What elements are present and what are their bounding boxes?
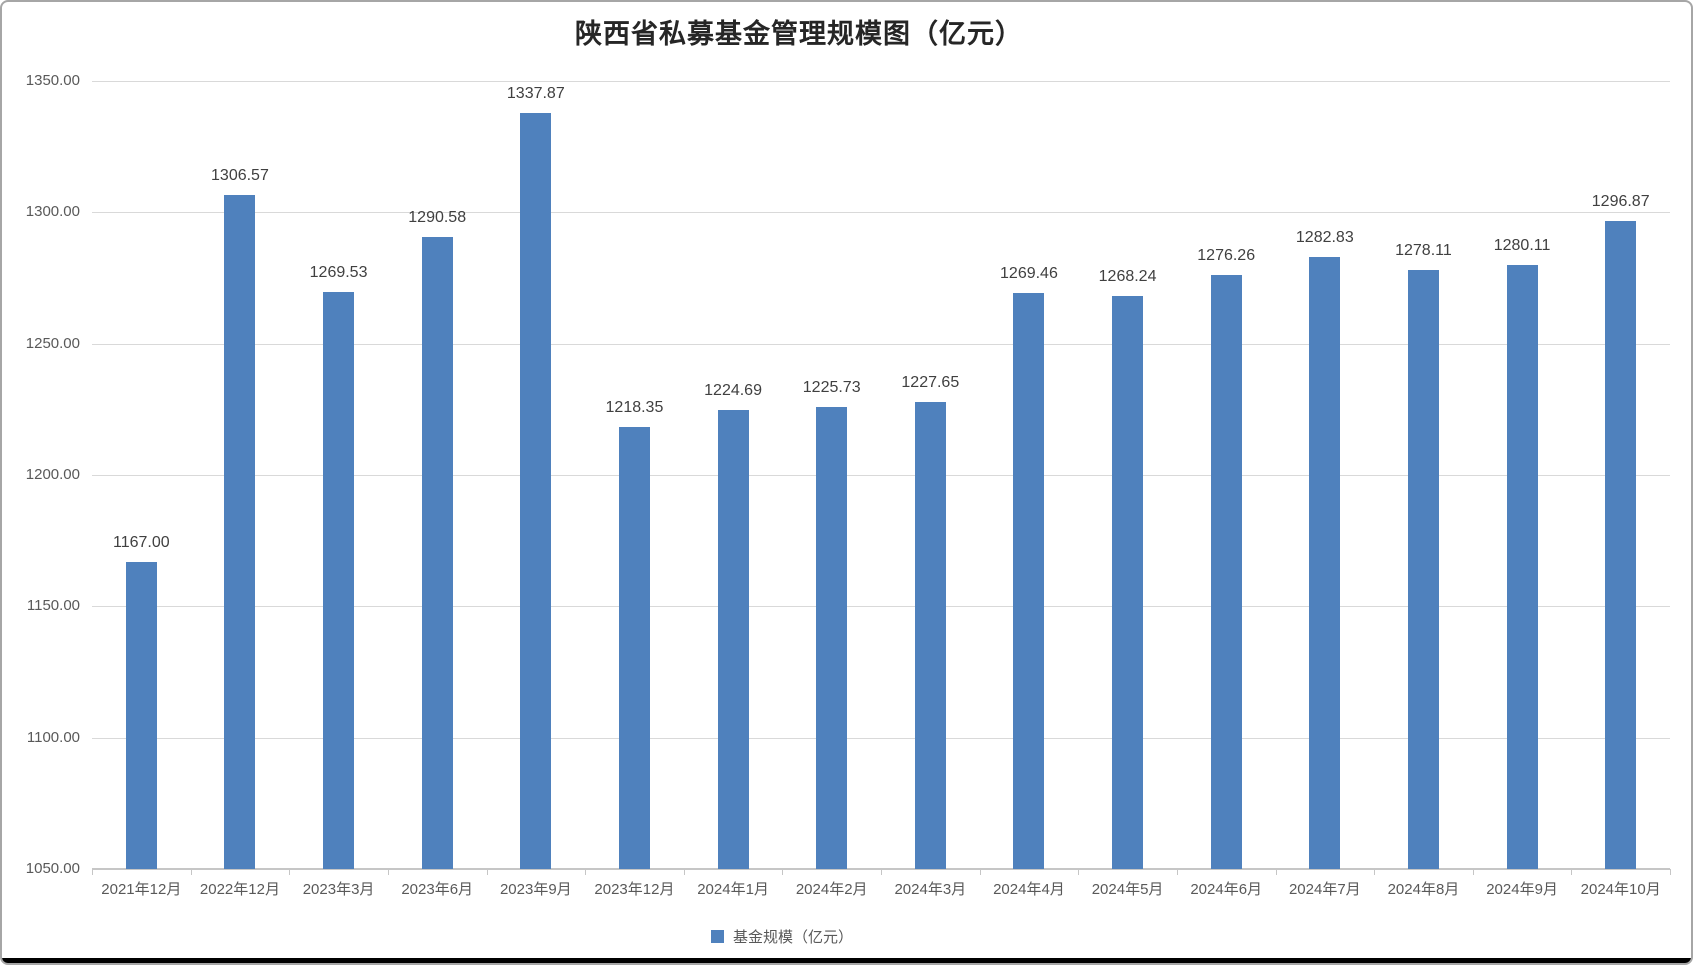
x-axis-tick xyxy=(1472,869,1474,875)
x-axis-tick xyxy=(683,869,685,875)
gridline xyxy=(92,475,1670,476)
gridline xyxy=(92,81,1670,82)
bar-value-label: 1225.73 xyxy=(802,379,861,397)
x-axis-category-label: 2024年7月 xyxy=(1288,881,1361,898)
bar xyxy=(1506,264,1538,869)
bar xyxy=(717,410,749,869)
gridline xyxy=(92,212,1670,214)
legend-label: 基金规模（亿元） xyxy=(732,929,853,946)
bar xyxy=(816,407,848,869)
gridline xyxy=(92,606,1670,608)
bar-value-label: 1280.11 xyxy=(1493,236,1551,254)
x-axis-category-label: 2021年12月 xyxy=(101,881,182,898)
bar xyxy=(1013,292,1045,869)
bar-value-label: 1218.35 xyxy=(605,398,664,416)
bar xyxy=(1309,257,1341,869)
bar xyxy=(914,402,946,869)
x-axis-category-label: 2023年3月 xyxy=(302,881,375,898)
bar-value-label: 1296.87 xyxy=(1591,192,1650,210)
x-axis-category-label: 2023年9月 xyxy=(499,881,572,898)
x-axis-category-label: 2022年12月 xyxy=(199,881,280,898)
bar-value-label: 1268.24 xyxy=(1098,267,1157,285)
bar xyxy=(1210,274,1242,869)
gridline xyxy=(92,737,1670,739)
bar-value-label: 1306.57 xyxy=(211,167,269,185)
bar-value-label: 1269.53 xyxy=(309,264,368,282)
bar-value-label: 1269.46 xyxy=(1000,264,1058,282)
x-axis-tick xyxy=(486,869,488,875)
bar-value-label: 1282.83 xyxy=(1295,229,1354,247)
bar xyxy=(421,237,453,869)
x-axis-tick xyxy=(190,869,192,875)
x-axis-tick xyxy=(585,869,587,875)
x-axis-category-label: 2024年10月 xyxy=(1580,881,1661,898)
x-axis-category-label: 2023年6月 xyxy=(401,881,474,898)
x-axis-category-label: 2024年4月 xyxy=(993,881,1065,898)
y-axis-tick-label: 1050.00 xyxy=(25,860,80,877)
x-axis-tick xyxy=(289,869,291,875)
bar xyxy=(1112,295,1144,869)
bar xyxy=(323,292,355,869)
x-axis-tick xyxy=(1670,869,1671,875)
bar-value-label: 1227.65 xyxy=(901,374,960,392)
y-axis-tick-label: 1200.00 xyxy=(25,466,80,483)
x-axis-category-label: 2024年3月 xyxy=(894,881,967,898)
y-axis-tick-label: 1150.00 xyxy=(26,597,80,615)
x-axis-category-label: 2024年9月 xyxy=(1486,881,1558,898)
x-axis-tick xyxy=(1571,869,1573,875)
x-axis-category-label: 2024年5月 xyxy=(1091,881,1164,898)
legend-swatch-icon xyxy=(710,930,724,943)
y-axis-tick-label: 1100.00 xyxy=(26,728,80,746)
x-axis-tick xyxy=(881,869,882,875)
bar xyxy=(1407,269,1439,869)
plot-area: 1350.00 1300.00 1250.00 1200.00 1150.00 1100.… xyxy=(26,72,1671,898)
bar-value-label: 1278.11 xyxy=(1395,241,1452,259)
chart-title: 陕西省私募基金管理规模图（亿元） xyxy=(575,19,1023,49)
bottom-border xyxy=(2,958,1691,963)
bar-value-label: 1167.00 xyxy=(112,533,170,551)
x-axis-tick xyxy=(1176,869,1178,875)
bar xyxy=(520,112,552,869)
bar xyxy=(1605,220,1637,869)
y-axis-tick-label: 1350.00 xyxy=(25,72,80,89)
bar xyxy=(618,426,650,869)
bar-value-label: 1337.87 xyxy=(506,84,565,102)
x-axis-category-label: 2024年8月 xyxy=(1387,881,1460,898)
bar xyxy=(125,561,157,869)
bar xyxy=(224,195,256,869)
bar-value-label: 1224.69 xyxy=(704,382,762,400)
x-axis-category-label: 2024年6月 xyxy=(1190,881,1263,898)
x-axis-category-label: 2023年12月 xyxy=(594,881,675,898)
bar-value-label: 1290.58 xyxy=(408,209,467,227)
legend: 基金规模（亿元） xyxy=(2,926,1562,947)
y-axis-tick-label: 1250.00 xyxy=(25,334,80,352)
x-axis-tick xyxy=(979,869,981,875)
x-axis-tick xyxy=(1275,869,1277,875)
bar-value-label: 1276.26 xyxy=(1197,246,1256,264)
x-axis-category-label: 2024年2月 xyxy=(795,881,868,898)
x-axis-tick xyxy=(1374,869,1376,875)
gridline xyxy=(92,343,1670,345)
x-axis-category-label: 2024年1月 xyxy=(697,881,769,898)
x-axis-tick xyxy=(92,869,93,875)
y-axis-tick-label: 1300.00 xyxy=(25,203,80,221)
x-axis-tick xyxy=(1078,869,1080,875)
x-axis-tick xyxy=(782,869,784,875)
x-axis-tick xyxy=(387,869,389,875)
